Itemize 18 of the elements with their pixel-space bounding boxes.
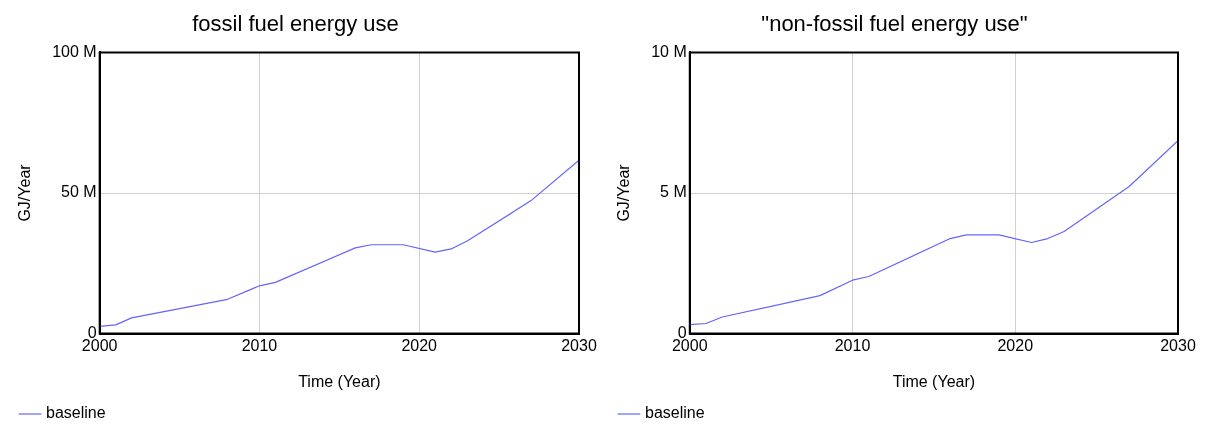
chart-title: fossil fuel energy use: [192, 11, 399, 37]
x-tick-label: 2030: [1160, 336, 1196, 354]
x-axis-title: Time (Year): [298, 372, 381, 390]
y-tick-label: 100 M: [52, 42, 97, 60]
legend-label: baseline: [46, 404, 106, 422]
legend-label: baseline: [645, 404, 705, 422]
chart-title: "non-fossil fuel energy use": [761, 11, 1028, 37]
y-tick-label: 10 M: [651, 42, 687, 60]
x-tick-label: 2020: [997, 336, 1034, 354]
y-axis-title: GJ/Year: [16, 163, 34, 222]
x-tick-label: 2030: [561, 336, 597, 354]
x-tick-label: 2020: [401, 336, 438, 354]
x-tick-label: 2010: [834, 336, 871, 354]
y-tick-label: 5 M: [660, 183, 687, 201]
y-axis-title: GJ/Year: [615, 163, 633, 222]
x-axis-title: Time (Year): [892, 372, 976, 390]
x-tick-label: 2010: [241, 336, 278, 354]
y-tick-label: 50 M: [61, 183, 97, 201]
